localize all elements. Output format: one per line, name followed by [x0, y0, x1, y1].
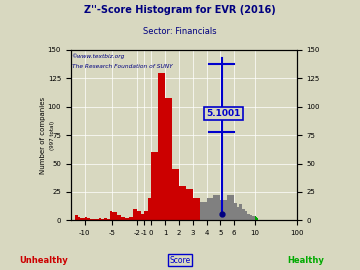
Bar: [247, 214, 250, 220]
Bar: [245, 211, 247, 220]
Bar: [144, 211, 148, 220]
Bar: [85, 217, 87, 220]
Bar: [207, 198, 213, 220]
Bar: [96, 219, 99, 220]
Bar: [76, 215, 78, 220]
Text: Sector: Financials: Sector: Financials: [143, 27, 217, 36]
Bar: [227, 195, 234, 220]
Bar: [242, 209, 245, 220]
Bar: [78, 217, 80, 220]
Bar: [250, 215, 252, 220]
Bar: [193, 198, 200, 220]
Bar: [112, 212, 117, 220]
Bar: [93, 219, 96, 220]
Bar: [179, 186, 186, 220]
Text: (997 total): (997 total): [50, 121, 55, 150]
Text: ©www.textbiz.org: ©www.textbiz.org: [72, 53, 125, 59]
Bar: [186, 188, 193, 220]
Bar: [234, 203, 237, 220]
Text: Z''-Score Histogram for EVR (2016): Z''-Score Histogram for EVR (2016): [84, 5, 276, 15]
Bar: [87, 218, 90, 220]
Bar: [90, 219, 93, 220]
Text: 5.1001: 5.1001: [207, 109, 241, 118]
Bar: [80, 218, 82, 220]
Bar: [158, 73, 165, 220]
Bar: [220, 200, 227, 220]
Bar: [148, 198, 151, 220]
Bar: [82, 218, 85, 220]
Text: The Research Foundation of SUNY: The Research Foundation of SUNY: [72, 63, 172, 69]
Bar: [252, 216, 255, 220]
Bar: [172, 169, 179, 220]
Bar: [137, 211, 141, 220]
Text: Unhealthy: Unhealthy: [19, 256, 68, 265]
Bar: [133, 209, 137, 220]
Bar: [125, 218, 129, 220]
Bar: [165, 98, 172, 220]
Bar: [109, 211, 112, 220]
Bar: [101, 219, 104, 220]
Bar: [107, 219, 109, 220]
Bar: [129, 217, 133, 220]
Bar: [121, 217, 125, 220]
Bar: [141, 214, 144, 220]
Bar: [239, 204, 242, 220]
Y-axis label: Number of companies: Number of companies: [40, 97, 46, 174]
Text: Healthy: Healthy: [288, 256, 324, 265]
Bar: [117, 215, 121, 220]
Bar: [200, 202, 207, 220]
Bar: [237, 207, 239, 220]
Text: Score: Score: [169, 256, 191, 265]
Bar: [99, 218, 101, 220]
Bar: [151, 152, 158, 220]
Bar: [213, 195, 220, 220]
Bar: [104, 218, 107, 220]
